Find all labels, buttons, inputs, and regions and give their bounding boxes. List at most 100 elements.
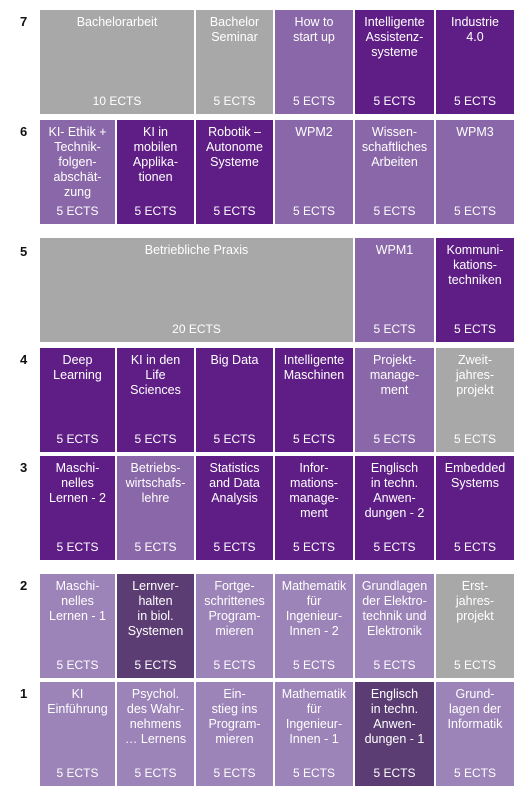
module-projektmanagement: Projekt- manage- ment 5 ECTS bbox=[355, 348, 434, 452]
module-wiss-arbeiten: Wissen- schaftliches Arbeiten 5 ECTS bbox=[355, 120, 434, 224]
module-ects: 5 ECTS bbox=[56, 658, 99, 672]
module-title: Bachelorarbeit bbox=[76, 15, 158, 29]
module-ects: 5 ECTS bbox=[56, 540, 99, 554]
module-ects: 10 ECTS bbox=[92, 94, 142, 108]
module-ects: 5 ECTS bbox=[373, 658, 416, 672]
semester-label-2: 2 bbox=[20, 578, 28, 593]
module-title: Maschi- nelles Lernen - 2 bbox=[49, 461, 106, 505]
module-ects: 5 ECTS bbox=[453, 322, 496, 336]
module-title: Maschi- nelles Lernen - 1 bbox=[49, 579, 106, 623]
module-how-to-start-up: How to start up 5 ECTS bbox=[275, 10, 353, 114]
module-title: Mathematik für Ingenieur- Innen - 1 bbox=[281, 687, 347, 746]
module-title: Industrie 4.0 bbox=[451, 15, 499, 44]
module-title: Erst- jahres- projekt bbox=[455, 579, 495, 623]
semester-label-4: 4 bbox=[20, 352, 28, 367]
module-title: Grund- lagen der Informatik bbox=[447, 687, 503, 731]
module-mathe2: Mathematik für Ingenieur- Innen - 2 5 EC… bbox=[275, 574, 353, 678]
module-ects: 5 ECTS bbox=[56, 204, 99, 218]
module-title: Betriebliche Praxis bbox=[144, 243, 249, 257]
module-title: KI in mobilen Applika- tionen bbox=[132, 125, 179, 184]
module-ects: 5 ECTS bbox=[213, 204, 256, 218]
module-title: Wissen- schaftliches Arbeiten bbox=[361, 125, 428, 169]
module-ects: 5 ECTS bbox=[453, 94, 496, 108]
module-betriebliche-praxis: Betriebliche Praxis 20 ECTS bbox=[40, 238, 353, 342]
module-title: How to start up bbox=[293, 15, 335, 44]
module-ki-life-sciences: KI in den Life Sciences 5 ECTS bbox=[117, 348, 194, 452]
module-ects: 5 ECTS bbox=[213, 540, 256, 554]
module-ects: 5 ECTS bbox=[292, 540, 335, 554]
module-robotik: Robotik – Autonome Systeme 5 ECTS bbox=[196, 120, 273, 224]
module-title: Statistics and Data Analysis bbox=[209, 461, 260, 505]
module-ects: 5 ECTS bbox=[373, 204, 416, 218]
module-ki-einfuehrung: KI Einführung 5 ECTS bbox=[40, 682, 115, 786]
module-zweijahresprojekt: Zweit- jahres- projekt 5 ECTS bbox=[436, 348, 514, 452]
module-ects: 5 ECTS bbox=[134, 766, 177, 780]
semester-label-5: 5 bbox=[20, 244, 28, 259]
module-mathe1: Mathematik für Ingenieur- Innen - 1 5 EC… bbox=[275, 682, 353, 786]
module-ects: 5 ECTS bbox=[56, 432, 99, 446]
module-einstieg: Ein- stieg ins Program- mieren 5 ECTS bbox=[196, 682, 273, 786]
module-title: Fortge- schrittenes Program- mieren bbox=[204, 579, 265, 638]
module-intelligente-maschinen: Intelligente Maschinen 5 ECTS bbox=[275, 348, 353, 452]
semester-label-3: 3 bbox=[20, 460, 28, 475]
module-title: KI Einführung bbox=[47, 687, 108, 716]
module-ects: 5 ECTS bbox=[134, 204, 177, 218]
module-wpm3: WPM3 5 ECTS bbox=[436, 120, 514, 224]
module-title: WPM2 bbox=[295, 125, 333, 139]
module-title: WPM1 bbox=[375, 243, 414, 257]
module-fortgeschrittenes: Fortge- schrittenes Program- mieren 5 EC… bbox=[196, 574, 273, 678]
module-ki-mobile: KI in mobilen Applika- tionen 5 ECTS bbox=[117, 120, 194, 224]
module-industrie-40: Industrie 4.0 5 ECTS bbox=[436, 10, 514, 114]
module-ects: 5 ECTS bbox=[213, 658, 256, 672]
module-kommunikationstechniken: Kommuni- kations- techniken 5 ECTS bbox=[436, 238, 514, 342]
module-ects: 5 ECTS bbox=[134, 432, 177, 446]
module-embedded: Embedded Systems 5 ECTS bbox=[436, 456, 514, 560]
module-intelligente-assistenzsysteme: Intelligente Assistenz- systeme 5 ECTS bbox=[355, 10, 434, 114]
module-ects: 5 ECTS bbox=[453, 658, 496, 672]
module-title: Mathematik für Ingenieur- Innen - 2 bbox=[281, 579, 347, 638]
module-title: KI- Ethik + Technik- folgen- abschät- zu… bbox=[48, 125, 107, 199]
module-title: Grundlagen der Elektro- technik und Elek… bbox=[361, 579, 428, 638]
module-infomanagement: Infor- mations- manage- ment 5 ECTS bbox=[275, 456, 353, 560]
module-ects: 5 ECTS bbox=[56, 766, 99, 780]
module-title: Big Data bbox=[210, 353, 259, 367]
module-ects: 5 ECTS bbox=[453, 766, 496, 780]
module-ects: 5 ECTS bbox=[373, 766, 416, 780]
module-title: Infor- mations- manage- ment bbox=[289, 461, 339, 520]
module-ects: 5 ECTS bbox=[213, 766, 256, 780]
module-ects: 5 ECTS bbox=[292, 658, 335, 672]
module-bwl: Betriebs- wirtschafs- lehre 5 ECTS bbox=[117, 456, 194, 560]
module-psychol: Psychol. des Wahr- nehmens … Lernens 5 E… bbox=[117, 682, 194, 786]
module-wpm1: WPM1 5 ECTS bbox=[355, 238, 434, 342]
module-deep-learning: Deep Learning 5 ECTS bbox=[40, 348, 115, 452]
module-title: Betriebs- wirtschafs- lehre bbox=[125, 461, 186, 505]
module-title: Intelligente Maschinen bbox=[283, 353, 345, 382]
module-lernverhalten: Lernver- halten in biol. Systemen 5 ECTS bbox=[117, 574, 194, 678]
semester-label-7: 7 bbox=[20, 14, 28, 29]
module-title: Kommuni- kations- techniken bbox=[446, 243, 504, 287]
module-title: Ein- stieg ins Program- mieren bbox=[208, 687, 261, 746]
module-title: Englisch in techn. Anwen- dungen - 2 bbox=[364, 461, 425, 520]
module-title: Englisch in techn. Anwen- dungen - 1 bbox=[364, 687, 425, 746]
module-title: Intelligente Assistenz- systeme bbox=[364, 15, 425, 59]
module-ects: 5 ECTS bbox=[453, 432, 496, 446]
module-title: Deep Learning bbox=[53, 353, 102, 382]
module-wpm2: WPM2 5 ECTS bbox=[275, 120, 353, 224]
module-ects: 5 ECTS bbox=[373, 540, 416, 554]
module-englisch2: Englisch in techn. Anwen- dungen - 2 5 E… bbox=[355, 456, 434, 560]
module-title: Projekt- manage- ment bbox=[369, 353, 420, 397]
module-ects: 5 ECTS bbox=[292, 204, 335, 218]
module-title: WPM3 bbox=[456, 125, 494, 139]
module-ml2: Maschi- nelles Lernen - 2 5 ECTS bbox=[40, 456, 115, 560]
module-ects: 5 ECTS bbox=[373, 322, 416, 336]
module-elektrotechnik: Grundlagen der Elektro- technik und Elek… bbox=[355, 574, 434, 678]
module-informatik: Grund- lagen der Informatik 5 ECTS bbox=[436, 682, 514, 786]
module-title: Psychol. des Wahr- nehmens … Lernens bbox=[124, 687, 187, 746]
module-ects: 5 ECTS bbox=[134, 540, 177, 554]
module-title: Bachelor Seminar bbox=[209, 15, 260, 44]
module-statistics: Statistics and Data Analysis 5 ECTS bbox=[196, 456, 273, 560]
module-ects: 5 ECTS bbox=[134, 658, 177, 672]
module-title: Embedded Systems bbox=[444, 461, 506, 490]
module-ects: 5 ECTS bbox=[292, 432, 335, 446]
